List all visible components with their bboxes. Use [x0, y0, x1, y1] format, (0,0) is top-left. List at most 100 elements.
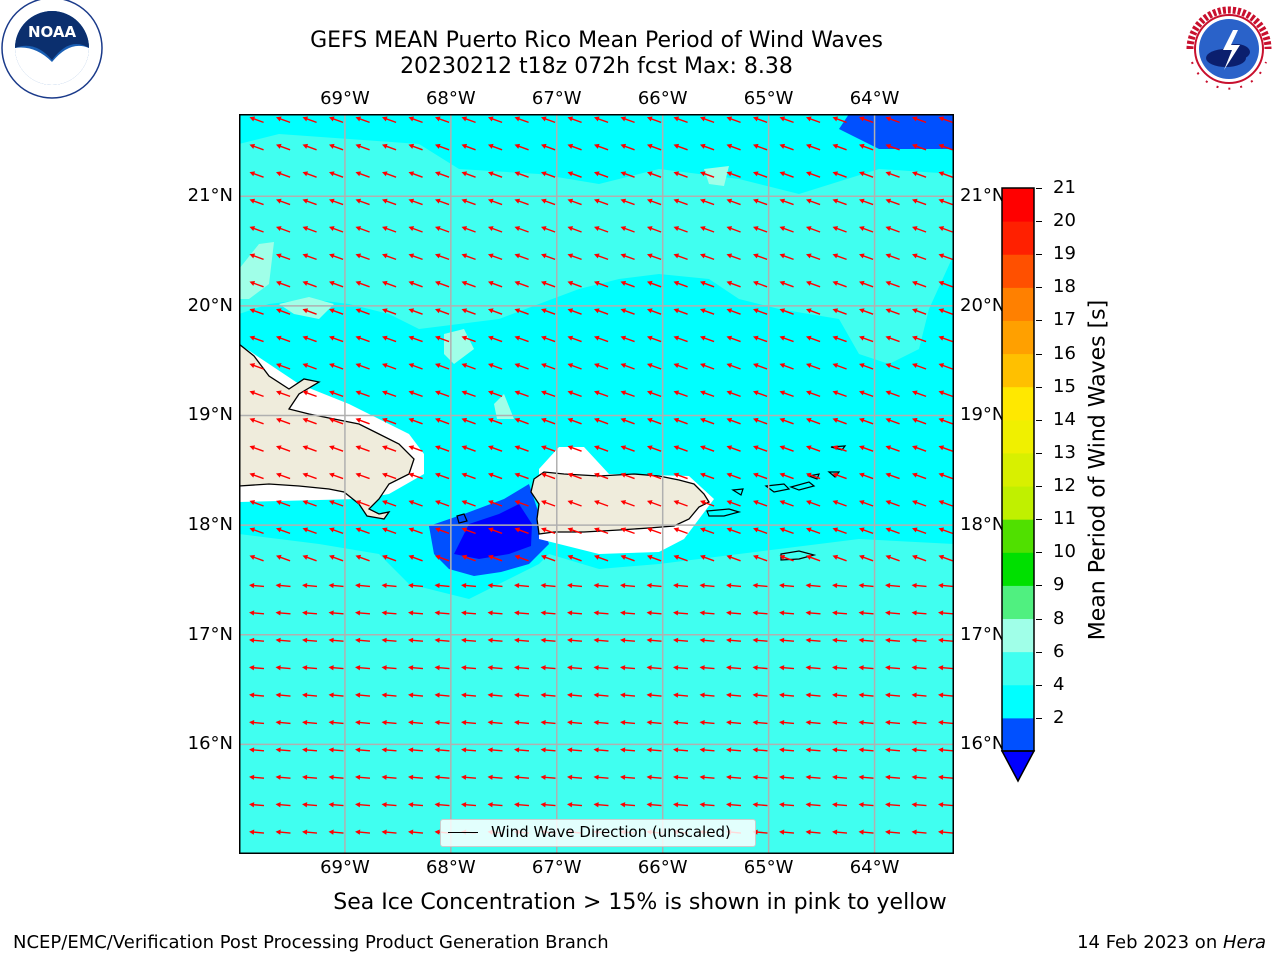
wave-direction-arrow — [726, 226, 741, 233]
lon-tick-label: 66°W — [637, 857, 688, 878]
wave-direction-arrow — [593, 143, 609, 151]
wave-direction-arrow — [249, 280, 264, 288]
wave-direction-arrow — [514, 417, 529, 425]
map-panel — [239, 114, 954, 854]
wave-direction-arrow — [726, 774, 742, 780]
wave-direction-arrow — [593, 253, 609, 261]
wave-direction-arrow — [699, 280, 715, 288]
wave-direction-arrow — [673, 665, 689, 671]
wave-direction-arrow — [938, 280, 953, 288]
wave-direction-arrow — [805, 226, 821, 233]
wave-direction-arrow — [487, 527, 503, 535]
wave-direction-arrow — [302, 582, 318, 589]
wave-direction-arrow — [938, 363, 953, 370]
wave-direction-arrow — [275, 335, 291, 343]
wave-direction-arrow — [461, 363, 476, 370]
wave-direction-arrow — [514, 226, 529, 233]
wave-direction-arrow — [620, 527, 635, 535]
wave-direction-arrow — [275, 280, 291, 288]
wave-direction-arrow — [567, 692, 583, 698]
wave-direction-arrow — [858, 774, 874, 780]
wave-direction-arrow — [381, 171, 397, 178]
lat-tick-label: 20°N — [187, 294, 233, 316]
wave-direction-arrow — [832, 472, 847, 480]
wave-direction-arrow — [620, 610, 636, 616]
wave-direction-arrow — [593, 802, 609, 808]
wave-direction-arrow — [328, 637, 344, 643]
wave-direction-arrow — [726, 637, 742, 643]
wave-direction-arrow — [381, 363, 397, 370]
wave-direction-arrow — [461, 390, 476, 398]
wave-direction-arrow — [249, 719, 265, 726]
wave-direction-arrow — [620, 445, 635, 452]
wave-direction-arrow — [938, 719, 954, 726]
wave-direction-arrow — [832, 554, 847, 562]
wave-direction-arrow — [302, 280, 317, 288]
wave-direction-arrow — [487, 171, 503, 178]
wave-direction-arrow — [938, 198, 953, 206]
wave-direction-arrow — [832, 500, 847, 507]
wave-direction-arrow — [885, 198, 900, 206]
wave-direction-arrow — [646, 692, 662, 698]
wave-direction-arrow — [699, 774, 715, 780]
wave-direction-arrow — [699, 554, 715, 562]
wave-direction-arrow — [487, 719, 503, 726]
wave-direction-arrow — [275, 719, 291, 726]
wave-direction-arrow — [328, 417, 344, 425]
colorbar-tick-label: 14 — [1053, 408, 1076, 430]
wave-direction-arrow — [275, 527, 291, 535]
wave-direction-arrow — [540, 719, 556, 726]
wave-direction-arrow — [434, 417, 450, 425]
wave-direction-arrow — [381, 527, 397, 535]
wave-direction-arrow — [620, 198, 635, 206]
wave-direction-arrow — [832, 637, 848, 643]
wave-direction-arrow — [779, 390, 794, 398]
wave-direction-arrow — [832, 280, 847, 288]
wave-direction-arrow — [673, 527, 688, 535]
colorbar-tick-mark — [1036, 552, 1042, 554]
wave-direction-arrow — [461, 665, 477, 671]
wave-direction-arrow — [779, 472, 794, 480]
wave-direction-arrow — [646, 198, 662, 206]
wave-direction-arrow — [434, 719, 450, 726]
wave-direction-arrow — [620, 308, 635, 315]
wave-direction-arrow — [275, 363, 291, 370]
wave-direction-arrow — [885, 719, 901, 726]
wave-direction-arrow — [858, 280, 874, 288]
wave-direction-arrow — [434, 363, 450, 370]
wave-direction-arrow — [885, 582, 901, 589]
wave-direction-arrow — [514, 116, 529, 124]
colorbar-tick-label: 4 — [1053, 673, 1065, 695]
lon-tick-label: 66°W — [637, 88, 688, 109]
period-band-8-9 — [704, 166, 729, 186]
wave-direction-arrow — [726, 116, 741, 124]
mona-island — [456, 513, 468, 524]
wave-direction-arrow — [461, 637, 477, 643]
wave-direction-arrow — [779, 280, 794, 288]
wave-direction-arrow — [779, 637, 795, 643]
wave-direction-arrow — [567, 116, 582, 124]
lat-tick-label: 18°N — [960, 514, 1006, 536]
wave-direction-arrow — [885, 610, 901, 616]
wave-direction-arrow — [355, 665, 371, 671]
wave-direction-arrow — [408, 308, 423, 315]
wave-direction-arrow — [779, 253, 794, 261]
wave-direction-arrow — [487, 582, 503, 589]
wave-direction-arrow — [275, 308, 291, 315]
wave-direction-arrow — [328, 472, 344, 480]
wave-direction-arrow — [938, 335, 953, 343]
wave-direction-arrow — [355, 116, 370, 124]
wave-direction-arrow — [726, 363, 741, 370]
wave-direction-arrow — [911, 363, 927, 370]
period-band-8-9 — [239, 242, 274, 299]
wave-direction-arrow — [779, 582, 795, 589]
wave-direction-arrow — [302, 665, 318, 671]
wave-direction-arrow — [938, 747, 954, 753]
wave-direction-arrow — [805, 665, 821, 671]
wave-direction-arrow — [673, 226, 688, 233]
colorbar-tick-mark — [1036, 287, 1042, 289]
lat-tick-label: 18°N — [187, 514, 233, 536]
wave-direction-arrow — [726, 171, 741, 178]
wave-direction-arrow — [752, 335, 768, 343]
wave-direction-arrow — [461, 747, 477, 753]
